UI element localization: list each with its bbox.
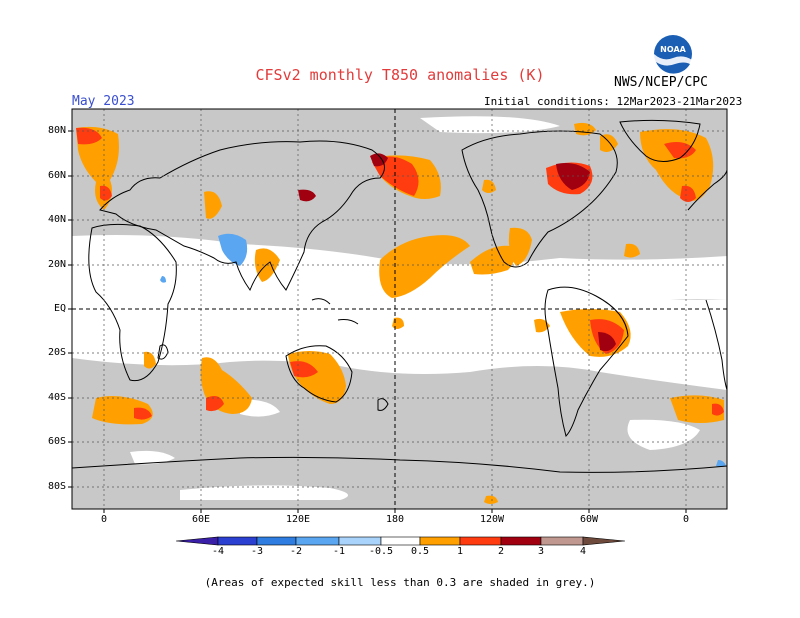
- colorbar-segment: [459, 536, 502, 546]
- skill-footnote: (Areas of expected skill less than 0.3 a…: [204, 576, 596, 589]
- colorbar-label: -2: [289, 546, 303, 557]
- lat-label: 80S: [47, 481, 66, 492]
- colorbar-segment: [175, 536, 219, 546]
- svg-text:NOAA: NOAA: [660, 45, 686, 54]
- colorbar-label: -3: [250, 546, 264, 557]
- colorbar-segment: [540, 536, 584, 546]
- colorbar-label: -0.5: [368, 546, 394, 557]
- lat-label: 80N: [47, 125, 66, 136]
- colorbar-segment: [256, 536, 297, 546]
- colorbar-segment: [295, 536, 340, 546]
- colorbar-segment: [217, 536, 258, 546]
- lon-label: 180: [385, 514, 405, 525]
- lon-label: 0: [682, 514, 690, 525]
- lat-label: 20S: [47, 347, 66, 358]
- colorbar-segment: [380, 536, 421, 546]
- anomaly-2-3: [298, 153, 616, 352]
- colorbar-label: -1: [332, 546, 346, 557]
- colorbar-label: 3: [537, 546, 545, 557]
- lat-label: 60S: [47, 436, 66, 447]
- lon-label: 60W: [579, 514, 599, 525]
- map-title: CFSv2 monthly T850 anomalies (K): [255, 66, 545, 84]
- lat-label: 40S: [47, 392, 66, 403]
- colorbar: [175, 536, 626, 546]
- lat-label: 60N: [47, 170, 66, 181]
- axis-ticks: [68, 130, 687, 513]
- colorbar-label: 4: [579, 546, 587, 557]
- agency-label: NWS/NCEP/CPC: [614, 75, 708, 90]
- noaa-logo: NOAA: [653, 35, 692, 74]
- anomaly-0p5-1: [76, 122, 724, 504]
- colorbar-label: 0.5: [410, 546, 430, 557]
- lat-label: 20N: [47, 259, 66, 270]
- lon-label: 120E: [285, 514, 311, 525]
- colorbar-segment: [500, 536, 542, 546]
- forecast-month: May 2023: [72, 94, 135, 109]
- lat-label: 40N: [47, 214, 66, 225]
- lon-label: 60E: [191, 514, 211, 525]
- colorbar-segment: [419, 536, 461, 546]
- coastlines: [71, 119, 728, 473]
- lat-label: EQ: [53, 303, 66, 314]
- anomaly-neg: [160, 233, 726, 467]
- lon-label: 120W: [479, 514, 505, 525]
- equator-dateline: [72, 109, 727, 509]
- colorbar-label: 2: [497, 546, 505, 557]
- colorbar-label: 1: [456, 546, 464, 557]
- colorbar-label: -4: [211, 546, 225, 557]
- colorbar-segment: [582, 536, 626, 546]
- lon-label: 0: [100, 514, 108, 525]
- initial-conditions: Initial conditions: 12Mar2023-21Mar2023: [484, 95, 743, 108]
- colorbar-segment: [338, 536, 382, 546]
